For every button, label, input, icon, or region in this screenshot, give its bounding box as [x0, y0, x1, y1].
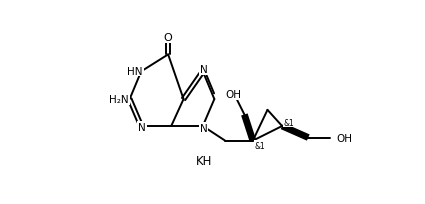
Text: N: N — [200, 124, 207, 134]
Text: N: N — [200, 65, 207, 75]
Text: H₂N: H₂N — [109, 95, 129, 104]
Text: KH: KH — [196, 154, 212, 167]
Text: &1: &1 — [255, 141, 265, 150]
Text: O: O — [164, 33, 173, 43]
Text: &1: &1 — [283, 118, 295, 127]
Text: N: N — [138, 122, 146, 132]
Text: OH: OH — [226, 89, 241, 99]
Text: OH: OH — [336, 133, 352, 143]
Text: HN: HN — [128, 66, 143, 76]
